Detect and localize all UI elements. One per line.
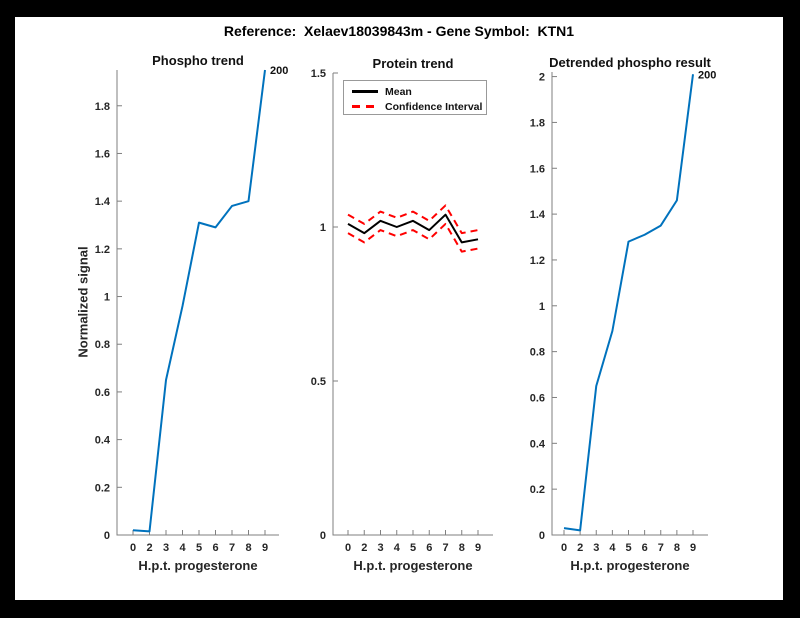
x-tick-label: 4 <box>394 542 401 554</box>
x-tick-label: 6 <box>426 542 432 554</box>
x-tick-label: 6 <box>212 542 218 554</box>
x-tick-label: 8 <box>459 542 465 554</box>
figure-canvas: Reference: Xelaev18039843m - Gene Symbol… <box>15 17 783 600</box>
y-tick-label: 1.8 <box>530 117 545 129</box>
x-tick-label: 2 <box>361 542 367 554</box>
y-tick-label: 1 <box>104 292 110 304</box>
subplot3-xlabel: H.p.t. progesterone <box>570 558 690 573</box>
x-tick-label: 4 <box>609 542 616 554</box>
subplot2-xlabel: H.p.t. progesterone <box>353 558 473 573</box>
endpoint-annotation: 200 <box>698 69 716 81</box>
y-tick-label: 1.5 <box>311 68 326 80</box>
subplot1-ylabel: Normalized signal <box>75 246 91 358</box>
confidence-interval-upper-line <box>347 204 479 235</box>
x-tick-label: 5 <box>196 542 202 554</box>
x-tick-label: 7 <box>229 542 235 554</box>
x-tick-label: 6 <box>642 542 648 554</box>
legend-label-confidence-interval: Confidence Interval <box>385 100 483 113</box>
y-tick-label: 0.2 <box>530 484 545 496</box>
axis-spines <box>332 73 493 536</box>
subplot1-xlabel: H.p.t. progesterone <box>138 558 258 573</box>
x-tick-label: 3 <box>377 542 383 554</box>
x-tick-label: 9 <box>262 542 268 554</box>
x-tick-label: 5 <box>410 542 416 554</box>
x-tick-label: 8 <box>674 542 680 554</box>
plot-canvas: 00.20.40.60.811.21.41.61.80 2 3 4 5 6 7 8 920000… <box>95 65 717 554</box>
x-tick-label: 7 <box>658 542 664 554</box>
detrended-phospho-line <box>563 74 694 532</box>
y-tick-label: 0.6 <box>530 392 545 404</box>
y-tick-label: 1 <box>320 222 326 234</box>
confidence-interval-lower-line <box>347 222 479 253</box>
y-tick-label: 1 <box>539 301 545 313</box>
subplot3-title: Detrended phospho result <box>549 55 711 70</box>
legend-box: Mean Confidence Interval <box>343 80 487 115</box>
y-tick-label: 1.6 <box>530 163 545 175</box>
y-tick-label: 0.6 <box>95 387 110 399</box>
x-tick-label: 9 <box>690 542 696 554</box>
y-tick-label: 0.8 <box>95 339 110 351</box>
x-tick-label: 3 <box>163 542 169 554</box>
legend-label-mean: Mean <box>385 85 412 98</box>
x-tick-label: 2 <box>146 542 152 554</box>
y-tick-label: 1.4 <box>95 196 111 208</box>
y-tick-label: 0 <box>539 530 545 542</box>
x-tick-label: 9 <box>475 542 481 554</box>
y-tick-label: 0.5 <box>311 376 326 388</box>
x-tick-label: 7 <box>442 542 448 554</box>
y-tick-label: 0 <box>320 530 326 542</box>
y-tick-label: 2 <box>539 72 545 84</box>
x-tick-label: 0 <box>345 542 351 554</box>
y-tick-label: 0.4 <box>530 438 546 450</box>
figure-title: Reference: Xelaev18039843m - Gene Symbol… <box>223 23 575 39</box>
x-tick-label: 0 <box>561 542 567 554</box>
x-tick-label: 0 <box>130 542 136 554</box>
y-tick-label: 1.4 <box>530 209 546 221</box>
mean-line <box>347 213 479 244</box>
y-tick-label: 0.4 <box>95 435 111 447</box>
phospho-signal-line <box>132 69 266 533</box>
y-tick-label: 1.2 <box>95 244 110 256</box>
x-tick-label: 8 <box>245 542 251 554</box>
x-tick-label: 5 <box>625 542 631 554</box>
x-tick-label: 2 <box>577 542 583 554</box>
subplot1-title: Phospho trend <box>152 53 244 68</box>
confidence-interval-line-sample-icon <box>352 105 378 108</box>
y-tick-label: 1.6 <box>95 148 110 160</box>
y-tick-label: 0.2 <box>95 482 110 494</box>
y-tick-label: 0.8 <box>530 347 545 359</box>
subplot2-title: Protein trend <box>372 56 454 71</box>
y-tick-label: 1.2 <box>530 255 545 267</box>
legend-item-confidence-interval: Confidence Interval <box>352 99 486 114</box>
y-tick-label: 1.8 <box>95 101 110 113</box>
x-tick-label: 3 <box>593 542 599 554</box>
endpoint-annotation: 200 <box>270 65 288 77</box>
legend-item-mean: Mean <box>352 84 486 99</box>
mean-line-sample-icon <box>352 90 378 93</box>
x-tick-label: 4 <box>179 542 186 554</box>
y-tick-label: 0 <box>104 530 110 542</box>
subplot-protein-trend: 00.511.50 2 3 4 5 6 7 8 9 <box>311 68 493 554</box>
axis-spines <box>116 70 279 536</box>
